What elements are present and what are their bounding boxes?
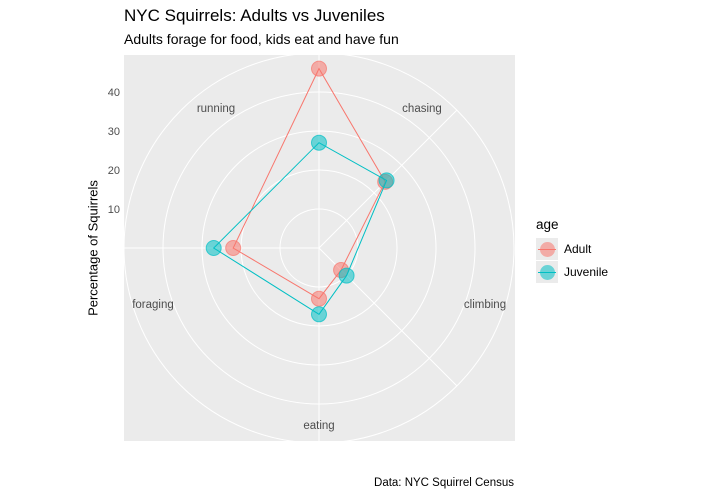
- point-juvenile-climbing: [311, 306, 327, 323]
- category-label-climbing: climbing: [464, 299, 506, 311]
- legend-item-adult: Adult: [536, 238, 591, 260]
- legend-dot-juvenile: [539, 264, 555, 280]
- chart-title: NYC Squirrels: Adults vs Juveniles: [124, 6, 385, 25]
- category-label-foraging: foraging: [132, 299, 174, 311]
- grid-circle: [124, 55, 515, 441]
- category-label-running: running: [197, 103, 235, 115]
- point-adult-climbing: [311, 290, 327, 307]
- y-tick-30: 30: [108, 126, 120, 138]
- y-tick-20: 20: [108, 165, 120, 177]
- point-adult-foraging: [311, 60, 327, 77]
- y-tick-40: 40: [108, 87, 120, 99]
- legend-dot-adult: [539, 241, 555, 257]
- category-label-chasing: chasing: [402, 103, 442, 115]
- caption: Data: NYC Squirrel Census: [374, 477, 514, 489]
- point-juvenile-running: [378, 172, 395, 189]
- series-line-adult: [232, 67, 386, 300]
- series-line-juvenile: [212, 142, 388, 315]
- category-label-eating: eating: [303, 420, 334, 432]
- legend-label-juvenile: Juvenile: [564, 265, 609, 279]
- point-adult-eating: [225, 240, 242, 256]
- legend-title: age: [536, 217, 559, 232]
- y-tick-10: 10: [108, 204, 120, 216]
- legend-label-adult: Adult: [564, 242, 592, 256]
- point-juvenile-foraging: [311, 134, 327, 151]
- legend-item-juvenile: Juvenile: [536, 261, 608, 283]
- point-juvenile-chasing: [338, 267, 355, 284]
- legend-key-adult: [536, 238, 558, 260]
- legend-key-juvenile: [536, 261, 558, 283]
- point-juvenile-eating: [205, 240, 222, 256]
- chart-subtitle: Adults forage for food, kids eat and hav…: [124, 31, 399, 47]
